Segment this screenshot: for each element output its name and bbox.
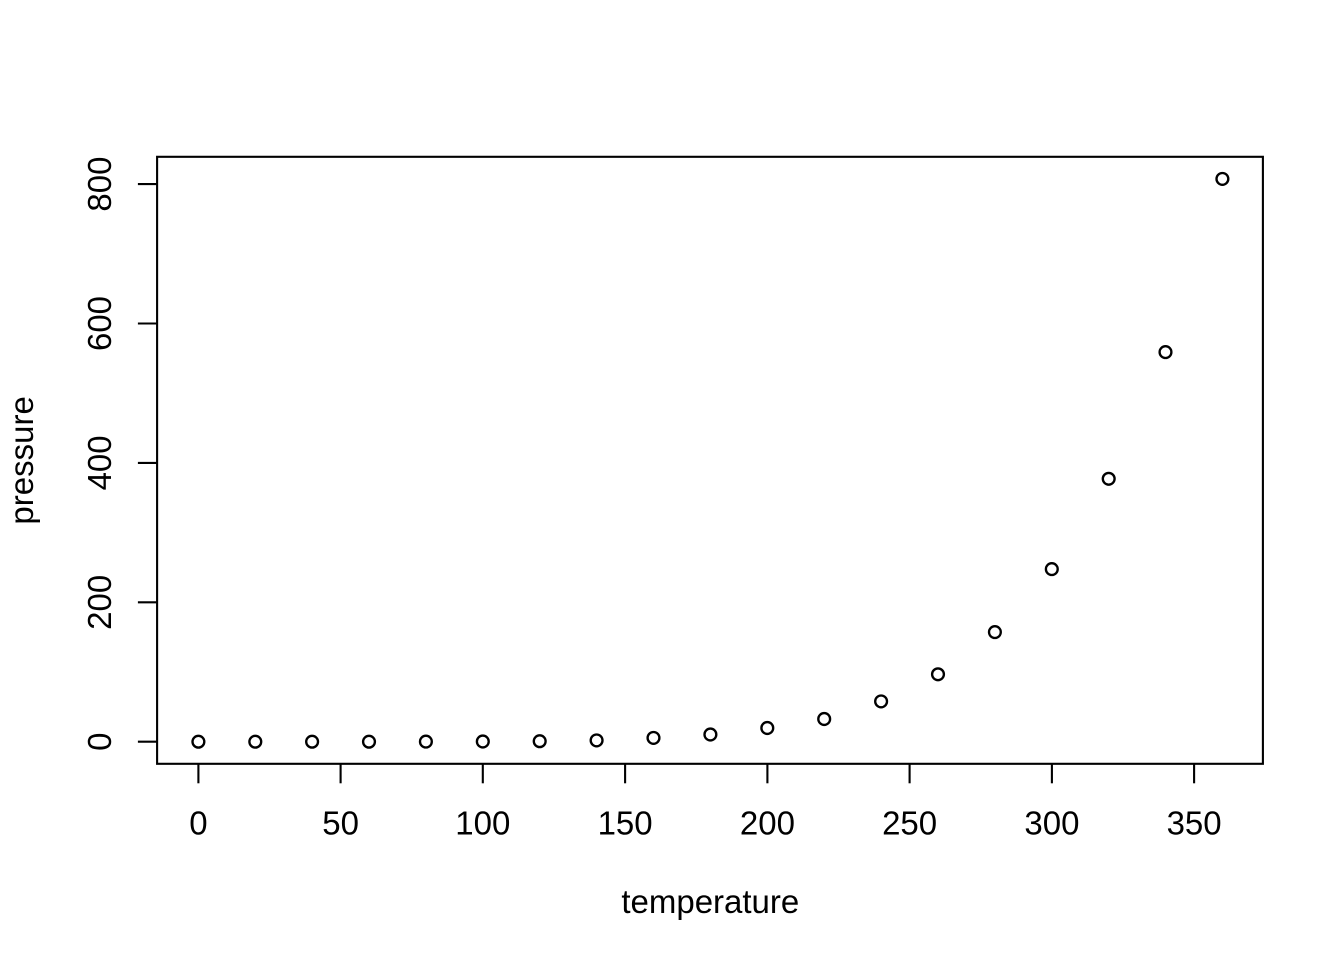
svg-text:250: 250 <box>882 804 937 841</box>
svg-text:200: 200 <box>81 575 118 630</box>
svg-text:200: 200 <box>740 804 795 841</box>
svg-text:800: 800 <box>81 157 118 212</box>
svg-text:400: 400 <box>81 435 118 490</box>
svg-text:300: 300 <box>1024 804 1079 841</box>
svg-text:600: 600 <box>81 296 118 351</box>
svg-text:350: 350 <box>1167 804 1222 841</box>
svg-text:0: 0 <box>81 733 118 751</box>
svg-text:100: 100 <box>455 804 510 841</box>
svg-text:temperature: temperature <box>621 883 799 920</box>
svg-text:0: 0 <box>189 804 207 841</box>
svg-text:pressure: pressure <box>3 396 40 524</box>
svg-text:50: 50 <box>322 804 359 841</box>
svg-text:150: 150 <box>598 804 653 841</box>
